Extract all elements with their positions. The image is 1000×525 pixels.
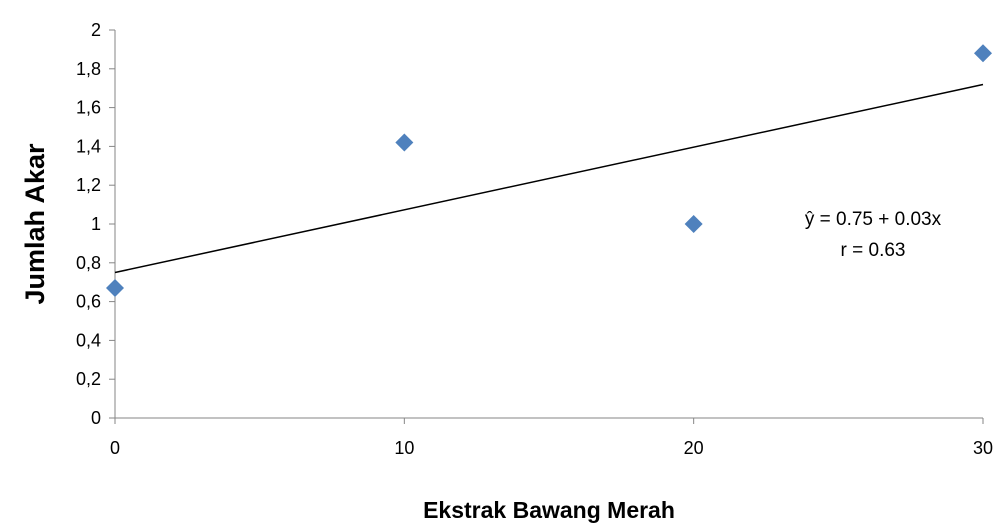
y-tick-label: 1,6 <box>76 98 101 118</box>
y-tick-label: 1 <box>91 214 101 234</box>
y-tick-label: 1,4 <box>76 136 101 156</box>
data-point <box>106 279 124 297</box>
y-tick-label: 0,4 <box>76 330 101 350</box>
y-ticks: 0 0,2 0,4 0,6 0,8 1 1,2 1,4 1,6 1,8 2 <box>76 20 115 428</box>
x-ticks: 0 10 20 30 <box>110 418 993 458</box>
x-tick-label: 0 <box>110 438 120 458</box>
y-axis-title: Jumlah Akar <box>20 143 50 305</box>
regression-equation: ŷ = 0.75 + 0.03x <box>805 209 942 230</box>
data-point <box>395 134 413 152</box>
x-tick-label: 30 <box>973 438 993 458</box>
x-tick-label: 10 <box>394 438 414 458</box>
x-axis-title: Ekstrak Bawang Merah <box>423 497 675 523</box>
x-tick-label: 20 <box>684 438 704 458</box>
y-tick-label: 2 <box>91 20 101 40</box>
data-point <box>685 215 703 233</box>
correlation-coefficient: r = 0.63 <box>841 240 906 261</box>
y-tick-label: 0 <box>91 408 101 428</box>
y-tick-label: 1,8 <box>76 59 101 79</box>
y-tick-label: 0,6 <box>76 292 101 312</box>
data-point <box>974 44 992 62</box>
y-tick-label: 0,8 <box>76 253 101 273</box>
y-tick-label: 0,2 <box>76 369 101 389</box>
y-tick-label: 1,2 <box>76 175 101 195</box>
